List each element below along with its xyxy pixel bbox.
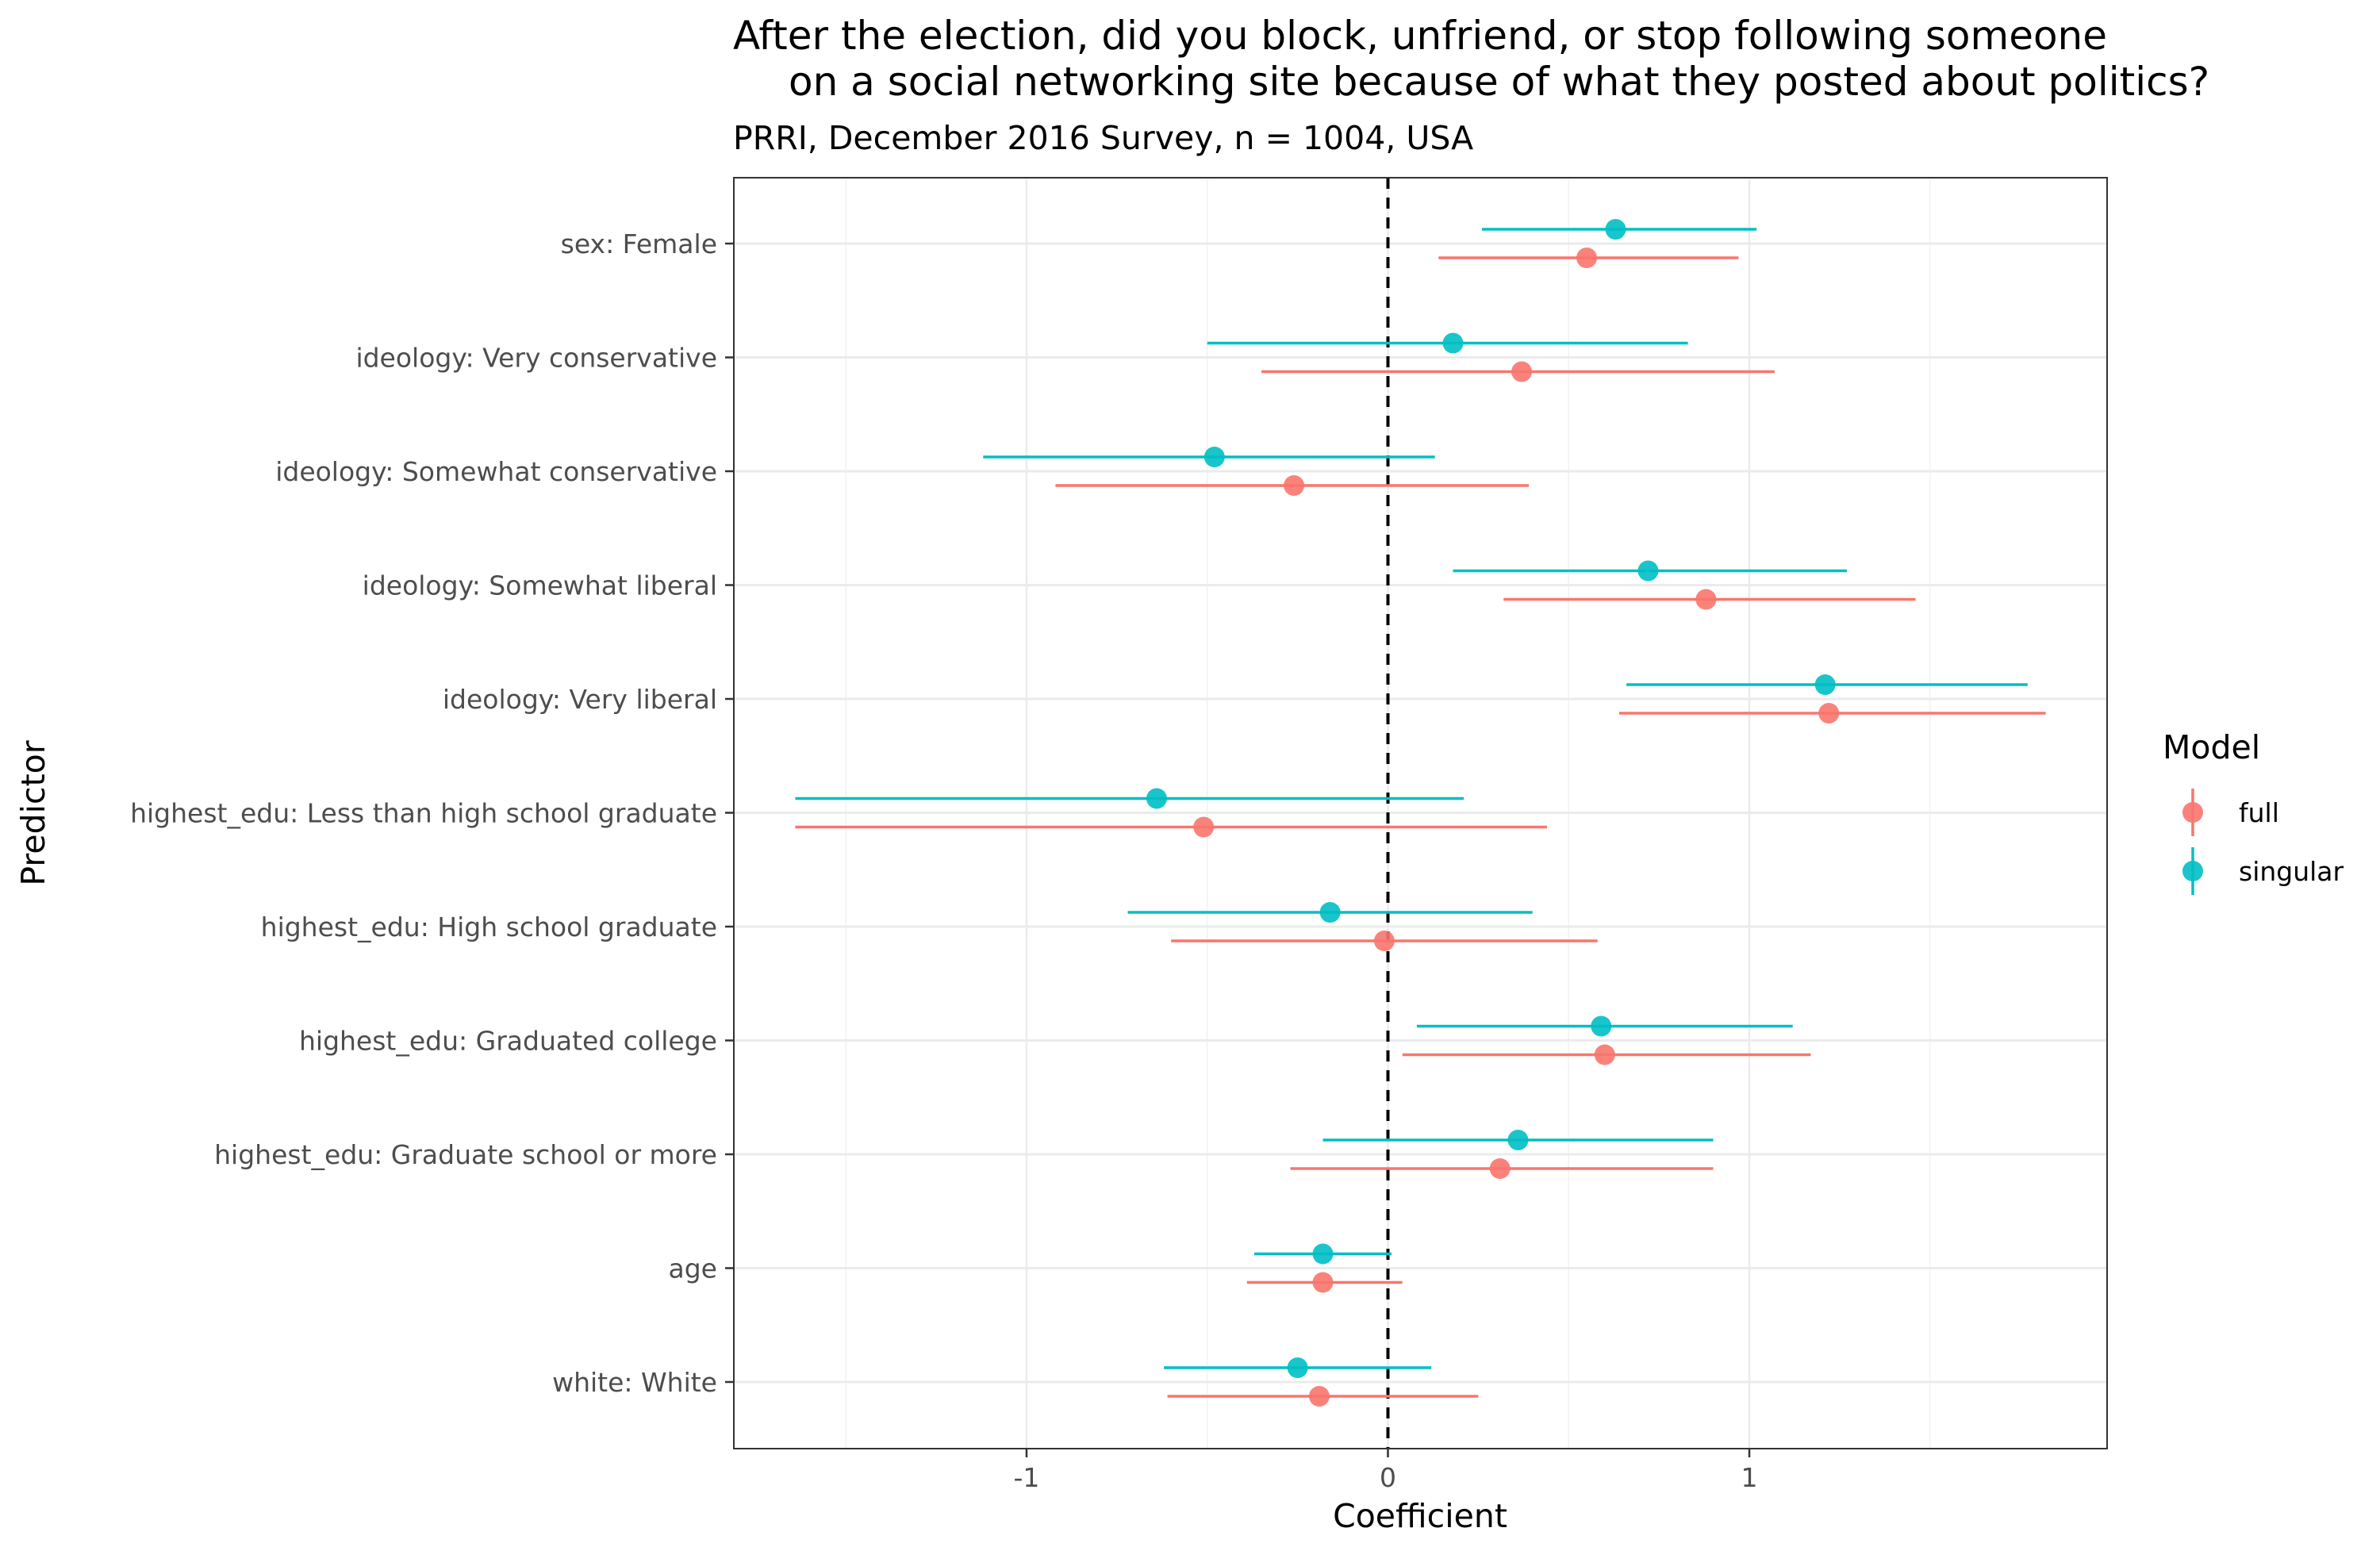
point-estimate xyxy=(1308,1386,1330,1407)
series-full xyxy=(795,248,2046,1407)
x-axis: -1 0 1 xyxy=(1014,1449,1758,1493)
point-estimate xyxy=(1818,703,1840,724)
point-estimate xyxy=(1284,475,1305,496)
legend-label: full xyxy=(2239,797,2279,828)
x-tick-label: -1 xyxy=(1014,1462,1040,1493)
point-estimate xyxy=(1637,560,1659,582)
y-tick-label: ideology: Somewhat conservative xyxy=(275,456,717,487)
legend-key-point xyxy=(2182,802,2203,823)
major-gridlines xyxy=(734,178,2107,1449)
y-tick-label: ideology: Very conservative xyxy=(355,343,717,374)
legend-items: full singular xyxy=(2182,789,2344,895)
y-tick-label: highest_edu: High school graduate xyxy=(261,912,717,942)
y-tick-label: white: White xyxy=(552,1367,717,1398)
point-estimate xyxy=(1287,1357,1308,1378)
x-axis-title: Coefficient xyxy=(1333,1497,1507,1535)
point-estimate xyxy=(1576,248,1598,268)
data-marks xyxy=(795,219,2046,1407)
x-tick-label: 1 xyxy=(1741,1462,1758,1493)
y-tick-label: age xyxy=(669,1253,717,1284)
point-estimate xyxy=(1193,816,1215,838)
y-tick-label: sex: Female xyxy=(561,228,717,259)
plot-panel xyxy=(734,178,2107,1449)
point-estimate xyxy=(1489,1158,1511,1179)
x-tick-label: 0 xyxy=(1380,1462,1396,1493)
series-singular xyxy=(795,219,2028,1378)
point-estimate xyxy=(1605,219,1626,240)
legend-key-point xyxy=(2182,861,2203,881)
point-estimate xyxy=(1511,361,1533,382)
y-tick-label: highest_edu: Graduate school or more xyxy=(214,1139,717,1170)
y-tick-label: ideology: Somewhat liberal xyxy=(363,570,717,601)
point-estimate xyxy=(1814,674,1836,695)
legend-title: Model xyxy=(2163,728,2260,766)
point-estimate xyxy=(1442,332,1464,354)
y-axis: sex: Female ideology: Very conservative id… xyxy=(130,228,734,1398)
chart-subtitle: PRRI, December 2016 Survey, n = 1004, US… xyxy=(733,119,1473,157)
chart-title-line-1: After the election, did you block, unfri… xyxy=(733,13,2107,59)
point-estimate xyxy=(1594,1044,1615,1065)
point-estimate xyxy=(1146,788,1167,809)
y-tick-label: ideology: Very liberal xyxy=(443,684,717,715)
point-estimate xyxy=(1373,931,1395,951)
y-axis-title: Predictor xyxy=(14,740,52,885)
point-estimate xyxy=(1312,1272,1334,1293)
chart-title-line-2: on a social networking site because of w… xyxy=(789,59,2209,105)
point-estimate xyxy=(1203,447,1225,467)
point-estimate xyxy=(1591,1015,1612,1037)
point-estimate xyxy=(1507,1130,1529,1150)
y-tick-label: highest_edu: Graduated college xyxy=(299,1026,717,1057)
y-tick-label: highest_edu: Less than high school gradu… xyxy=(130,798,717,829)
point-estimate xyxy=(1312,1243,1334,1265)
point-estimate xyxy=(1695,589,1717,610)
legend: Model full singular xyxy=(2163,728,2344,895)
legend-label: singular xyxy=(2239,856,2344,887)
point-estimate xyxy=(1319,902,1341,923)
